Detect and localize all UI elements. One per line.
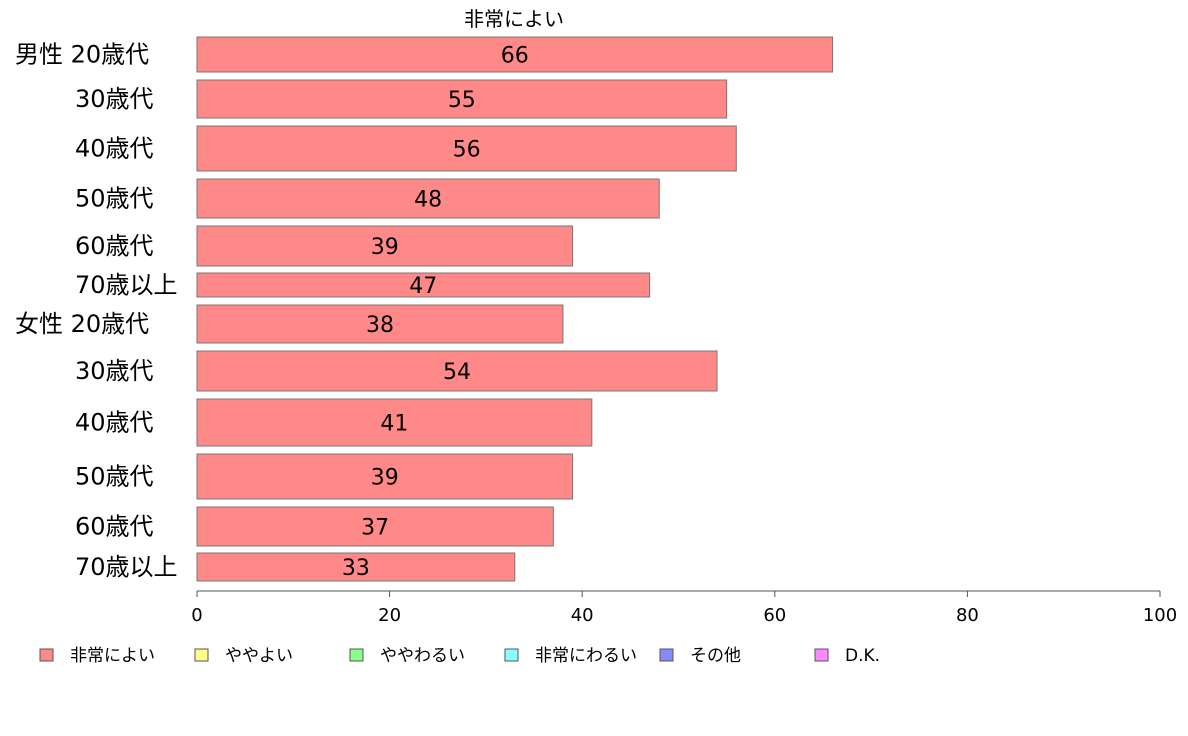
x-tick-label: 80 bbox=[956, 605, 979, 626]
legend-label: ややよい bbox=[225, 646, 293, 666]
bar-value-label: 41 bbox=[380, 412, 408, 437]
category-label: 女性 20歳代 bbox=[15, 310, 149, 338]
legend-swatch bbox=[194, 648, 209, 662]
legend-swatch bbox=[39, 648, 54, 662]
bar bbox=[196, 125, 737, 172]
legend-label: 非常によい bbox=[70, 646, 155, 666]
bar bbox=[196, 453, 574, 500]
legend-swatch bbox=[349, 648, 364, 662]
bar bbox=[196, 506, 554, 547]
category-label: 60歳代 bbox=[75, 232, 154, 260]
x-tick-label: 20 bbox=[378, 605, 401, 626]
bar-value-label: 66 bbox=[501, 44, 529, 69]
category-label: 60歳代 bbox=[75, 513, 154, 541]
legend-swatch bbox=[504, 648, 519, 662]
bar-value-label: 55 bbox=[448, 88, 476, 113]
bar-value-label: 56 bbox=[453, 138, 481, 163]
bar bbox=[196, 79, 728, 119]
bar-value-label: 39 bbox=[371, 235, 399, 260]
chart-title: 非常によい bbox=[464, 7, 564, 31]
bar bbox=[196, 272, 651, 298]
legend-label: ややわるい bbox=[380, 646, 465, 666]
legend-label: 非常にわるい bbox=[535, 646, 637, 666]
category-label: 男性 20歳代 bbox=[15, 41, 149, 69]
legend-label: D.K. bbox=[845, 646, 880, 666]
category-label: 40歳代 bbox=[75, 135, 154, 163]
category-label: 30歳代 bbox=[75, 357, 154, 385]
bar-value-label: 54 bbox=[443, 360, 471, 385]
category-label: 50歳代 bbox=[75, 463, 154, 491]
bar-value-label: 48 bbox=[414, 188, 442, 213]
category-label: 30歳代 bbox=[75, 85, 154, 113]
bar-value-label: 39 bbox=[371, 466, 399, 491]
bar bbox=[196, 304, 564, 344]
bar-value-label: 38 bbox=[366, 313, 394, 338]
x-tick-label: 40 bbox=[571, 605, 594, 626]
x-tick-label: 0 bbox=[191, 605, 202, 626]
bar bbox=[196, 552, 516, 582]
bar bbox=[196, 350, 718, 392]
x-tick-label: 100 bbox=[1143, 605, 1177, 626]
bar-value-label: 37 bbox=[361, 516, 389, 541]
bars: 66 男性 20歳代 55 30歳代 56 40歳代 48 50歳代 39 60歳代 47 70歳以上… bbox=[15, 36, 834, 582]
bar bbox=[196, 225, 574, 267]
legend-swatch bbox=[814, 648, 829, 662]
category-label: 50歳代 bbox=[75, 185, 154, 213]
category-label: 70歳以上 bbox=[75, 553, 178, 581]
legend-swatch bbox=[659, 648, 674, 662]
x-axis: 0 20 40 60 80 100 bbox=[191, 590, 1177, 626]
bar bbox=[196, 36, 834, 73]
category-label: 70歳以上 bbox=[75, 271, 178, 299]
legend: 非常によい ややよい ややわるい 非常にわるい その他 D.K. bbox=[39, 646, 880, 666]
category-label: 40歳代 bbox=[75, 409, 154, 437]
bar-value-label: 33 bbox=[342, 556, 370, 581]
x-tick-label: 60 bbox=[763, 605, 786, 626]
bar bbox=[196, 398, 593, 447]
bar-value-label: 47 bbox=[409, 274, 437, 299]
bar bbox=[196, 178, 660, 219]
legend-label: その他 bbox=[690, 646, 741, 666]
